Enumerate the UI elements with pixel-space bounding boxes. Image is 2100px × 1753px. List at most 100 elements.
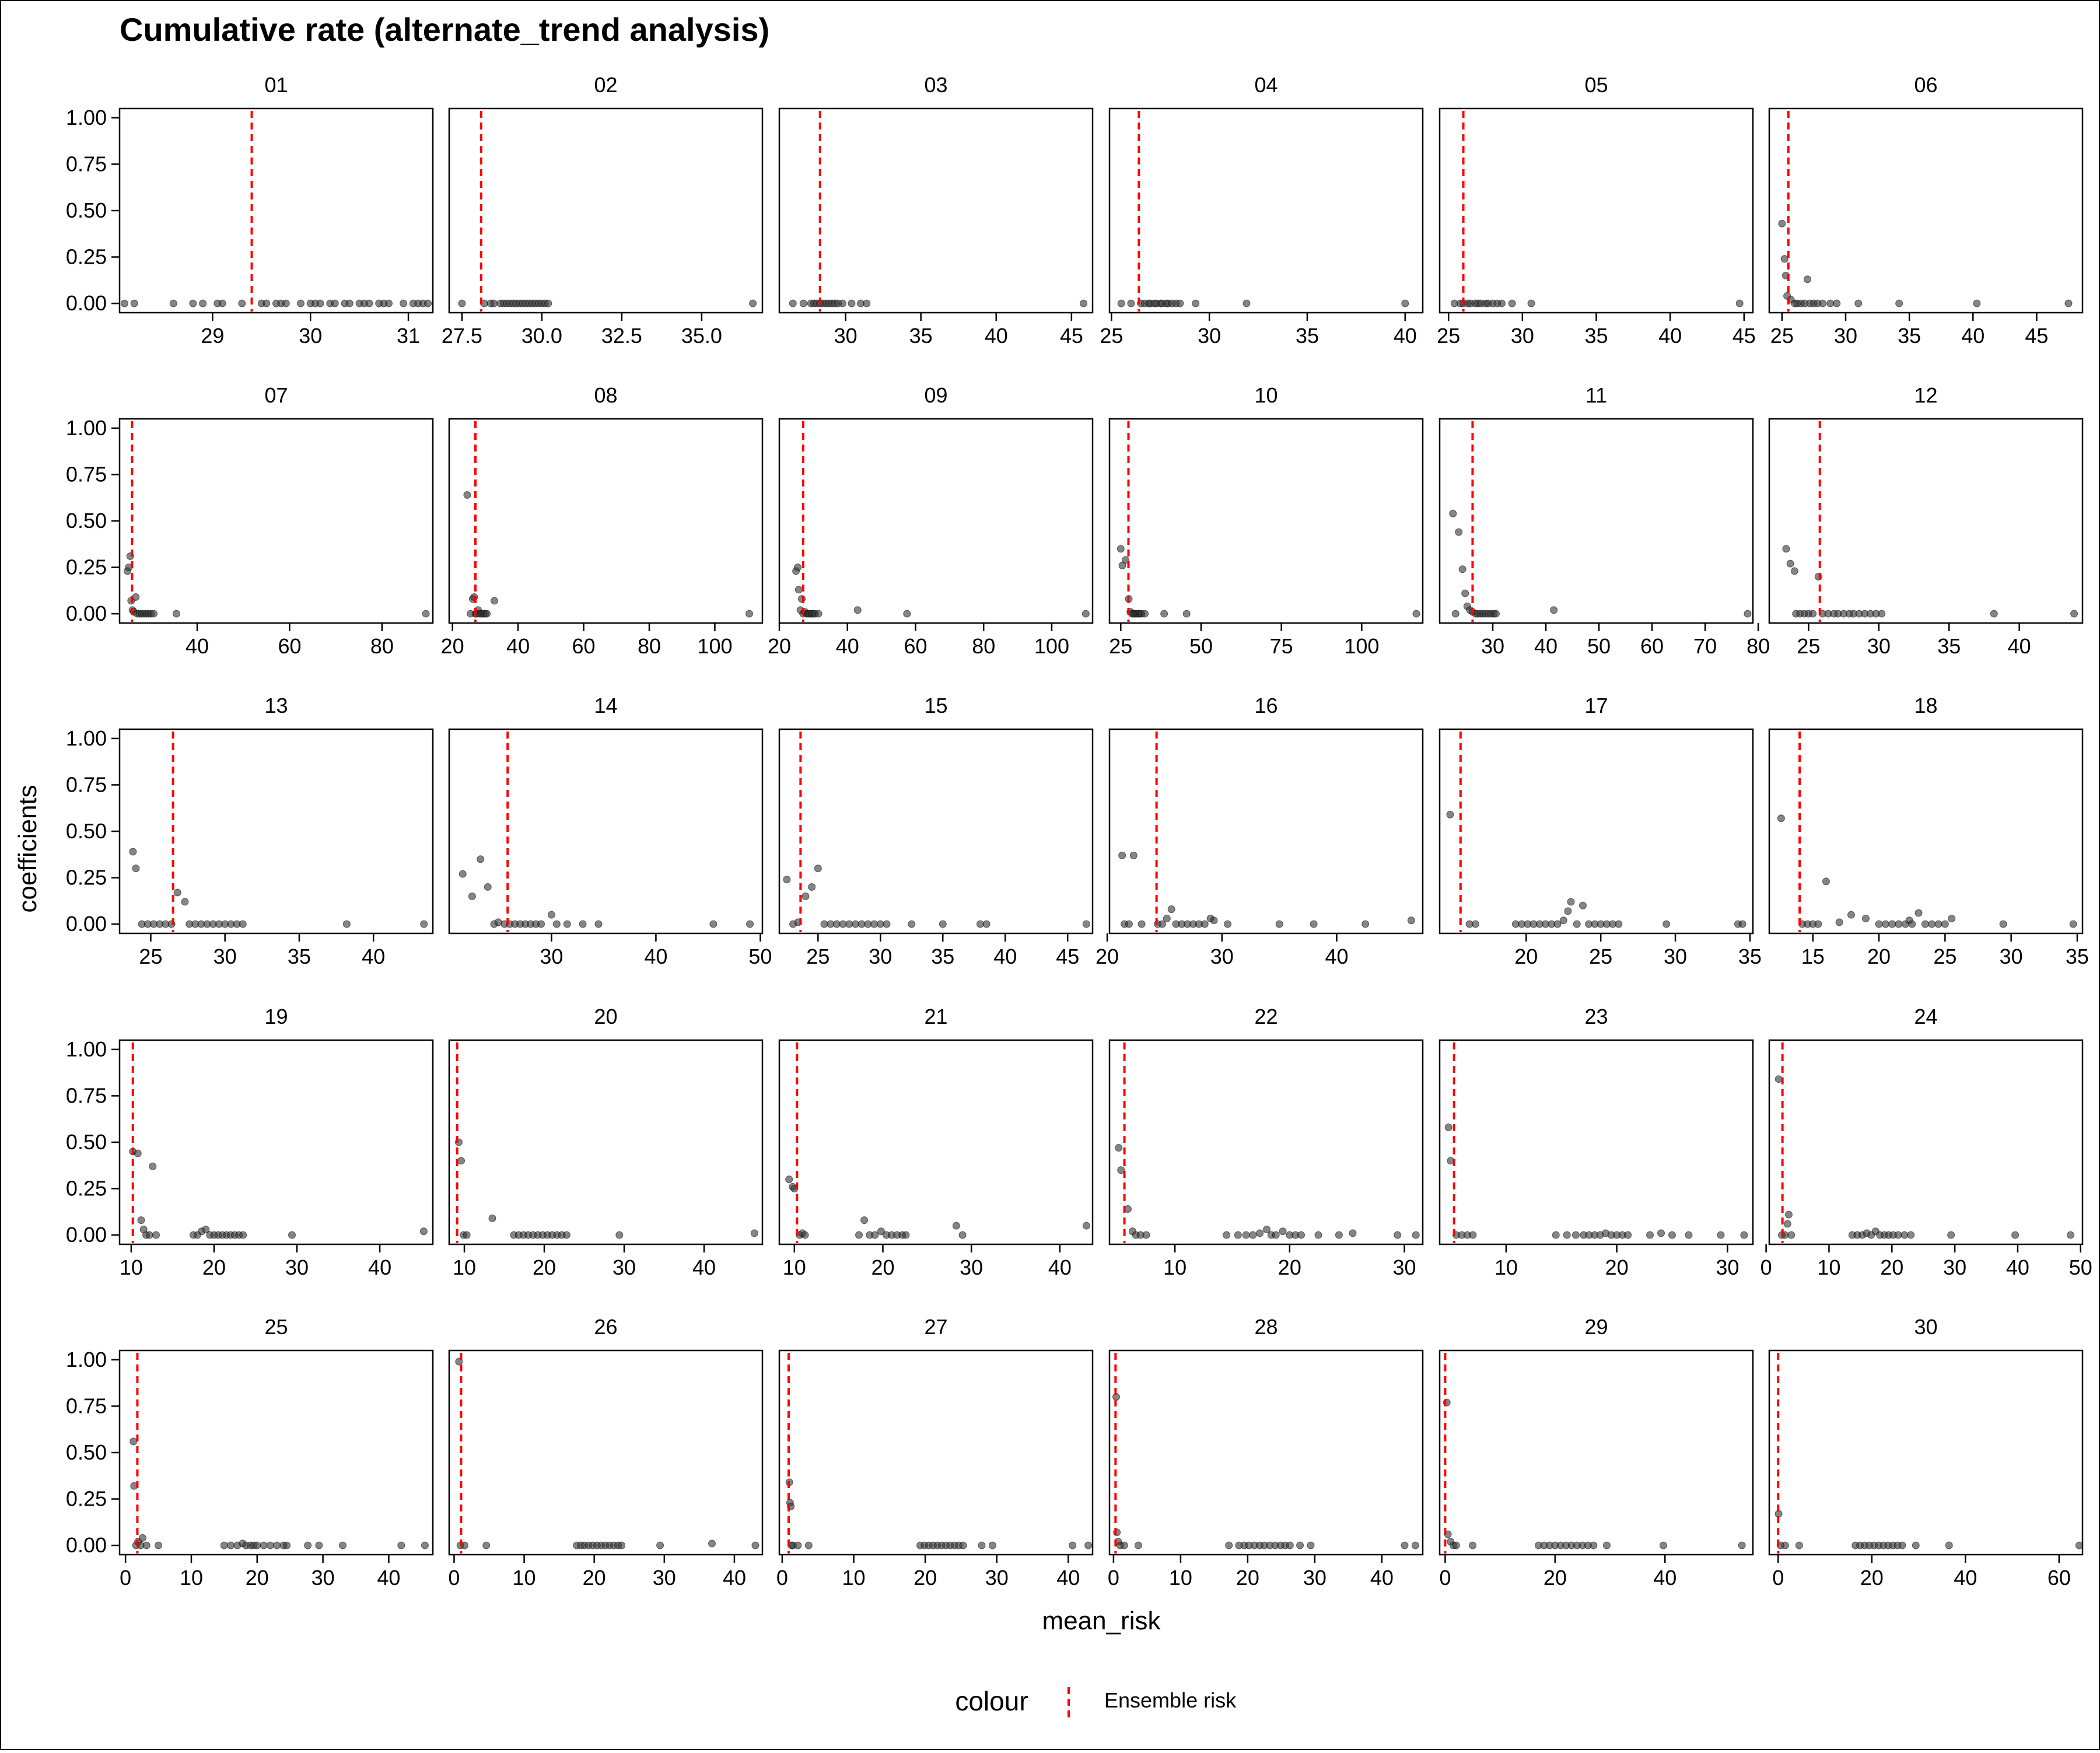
scatter-point — [1116, 545, 1125, 553]
x-tick-label: 20 — [246, 1566, 269, 1590]
scatter-point — [1286, 1541, 1294, 1549]
panel-strip-label: 09 — [924, 383, 947, 407]
scatter-point — [130, 299, 138, 307]
scatter-point — [482, 1541, 491, 1549]
x-tick-label: 10 — [1163, 1255, 1186, 1279]
x-tick-label: 80 — [1746, 634, 1770, 658]
scatter-point — [959, 1541, 967, 1549]
x-tick-label: 40 — [2008, 634, 2031, 658]
scatter-point — [978, 1541, 986, 1549]
scatter-point — [422, 610, 430, 618]
scatter-point — [1552, 1231, 1560, 1239]
panel-strip-label: 06 — [1914, 73, 1937, 97]
panel-frame — [1768, 728, 2084, 935]
scatter-point — [814, 610, 822, 618]
scatter-point — [1907, 1231, 1915, 1239]
scatter-point — [1310, 920, 1318, 928]
scatter-point — [1401, 1541, 1409, 1549]
scatter-point — [2070, 610, 2078, 618]
x-tick-label: 10 — [180, 1566, 203, 1590]
scatter-point — [491, 597, 499, 605]
panel-frame — [778, 1039, 1094, 1245]
scatter-point — [1835, 918, 1843, 926]
panel-04: 04 25 30 35 40 — [1100, 73, 1424, 348]
panel-frame — [778, 107, 1094, 314]
scatter-point — [562, 1231, 570, 1239]
scatter-point — [871, 1231, 879, 1239]
scatter-point — [1781, 1541, 1789, 1549]
scatter-point — [1069, 1541, 1077, 1549]
panel-19: 19 0.00 0.25 0.50 0.75 1.00 10 20 30 40 — [66, 1005, 434, 1279]
scatter-point — [1446, 810, 1454, 818]
scatter-point — [544, 299, 552, 307]
panel-strip-label: 05 — [1584, 73, 1608, 97]
panel-26: 26 0 10 20 30 40 — [448, 1315, 764, 1590]
scatter-point — [1573, 920, 1581, 928]
panel-strip-label: 12 — [1914, 383, 1937, 407]
panel-frame — [1108, 418, 1424, 624]
scatter-point — [483, 610, 491, 618]
x-tick-label: 30 — [960, 1255, 983, 1279]
scatter-point — [785, 1175, 793, 1184]
panel-frame — [1768, 418, 2084, 624]
x-tick-label: 40 — [362, 944, 385, 968]
scatter-point — [1412, 610, 1420, 618]
scatter-point — [1847, 911, 1855, 919]
x-tick-label: 30 — [612, 1255, 636, 1279]
scatter-point — [1412, 1231, 1420, 1239]
x-tick-label: 30 — [1210, 944, 1234, 968]
x-tick-label: 15 — [1801, 944, 1825, 968]
scatter-point — [283, 1541, 291, 1549]
panel-12: 12 25 30 35 40 — [1768, 383, 2084, 658]
x-tick-label: 20 — [1236, 1566, 1259, 1590]
panel-27: 27 0 10 20 30 40 — [776, 1315, 1094, 1590]
x-tick-label: 40 — [644, 944, 667, 968]
x-tick-label: 10 — [1817, 1255, 1840, 1279]
x-tick-label: 0 — [776, 1566, 788, 1590]
scatter-point — [227, 1541, 235, 1549]
panel-strip-label: 15 — [924, 694, 947, 718]
scatter-point — [345, 299, 354, 307]
scatter-point — [260, 1541, 268, 1549]
scatter-point — [1082, 1222, 1090, 1230]
y-tick-label: 0.75 — [66, 1083, 107, 1107]
scatter-point — [1497, 299, 1506, 307]
x-tick-label: 25 — [1100, 324, 1123, 348]
scatter-point — [150, 610, 158, 618]
x-tick-label: 45 — [2025, 324, 2048, 348]
scatter-point — [1279, 1227, 1287, 1236]
scatter-point — [1826, 299, 1835, 307]
x-tick-label: 27.5 — [442, 324, 482, 348]
scatter-point — [908, 920, 916, 928]
legend: colour Ensemble risk — [955, 1686, 1237, 1722]
scatter-point — [1307, 1541, 1315, 1549]
panel-strip-label: 01 — [264, 73, 288, 97]
panel-grid: 01 0.00 0.25 0.50 0.75 1.00 29 30 31 02 27.5 30.0 32… — [66, 73, 2092, 1590]
scatter-point — [2069, 920, 2077, 928]
scatter-point — [802, 892, 810, 900]
scatter-point — [794, 586, 803, 594]
x-tick-label: 30 — [1834, 324, 1857, 348]
scatter-point — [749, 299, 757, 307]
scatter-point — [1803, 275, 1811, 284]
panel-03: 03 30 35 40 45 — [778, 73, 1094, 348]
y-tick-label: 0.00 — [66, 912, 107, 936]
scatter-point — [490, 299, 498, 307]
x-tick-label: 60 — [904, 634, 927, 658]
panel-25: 25 0.00 0.25 0.50 0.75 1.00 0 10 20 30 40 — [66, 1315, 434, 1590]
scatter-point — [1744, 610, 1752, 618]
panel-01: 01 0.00 0.25 0.50 0.75 1.00 29 30 31 — [66, 73, 434, 348]
x-tick-label: 40 — [1325, 944, 1348, 968]
scatter-point — [1854, 299, 1863, 307]
y-tick-label: 0.75 — [66, 462, 107, 486]
scatter-point — [273, 1541, 281, 1549]
x-tick-label: 10 — [513, 1566, 536, 1590]
x-tick-label: 35 — [1937, 634, 1961, 658]
scatter-point — [288, 1231, 296, 1239]
panel-23: 23 10 20 30 — [1438, 1005, 1754, 1279]
scatter-point — [982, 920, 991, 928]
x-tick-label: 35 — [2066, 944, 2089, 968]
panel-15: 15 25 30 35 40 45 — [778, 694, 1094, 968]
scatter-point — [1990, 610, 1998, 618]
scatter-point — [421, 1541, 429, 1549]
